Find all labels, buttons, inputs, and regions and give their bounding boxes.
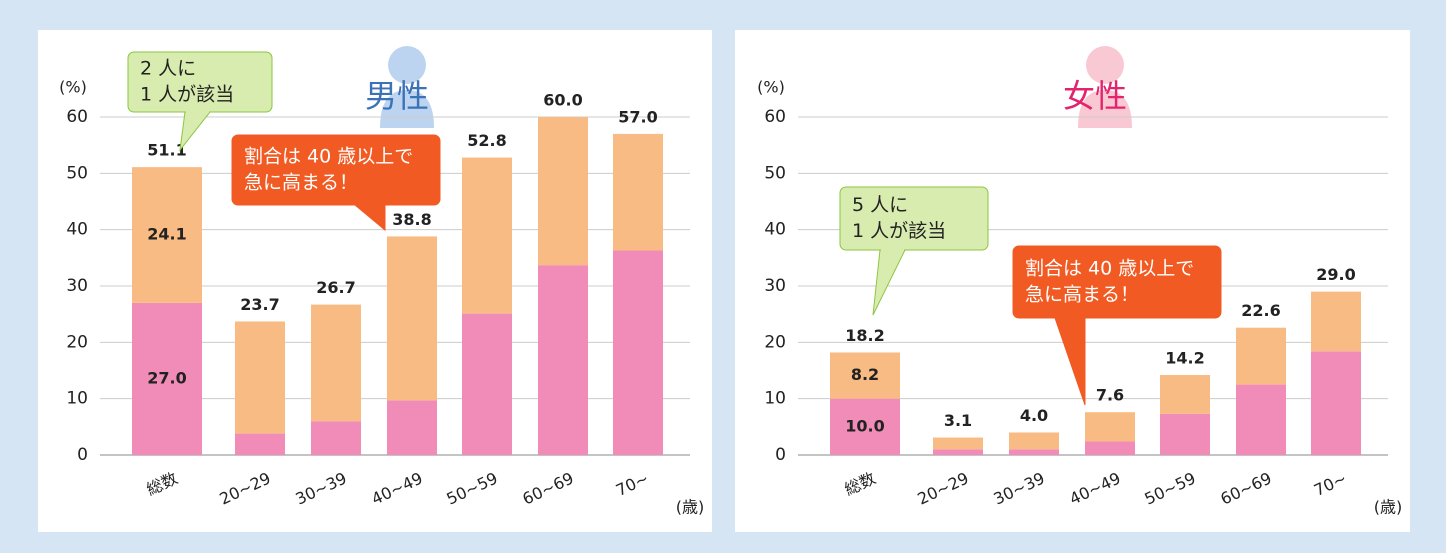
callout-text: 2 人に bbox=[140, 58, 196, 80]
bar-segment bbox=[1009, 432, 1059, 450]
bar-segment bbox=[1236, 327, 1286, 385]
total-label: 22.6 bbox=[1241, 301, 1280, 320]
y-tick-label: 20 bbox=[764, 332, 786, 352]
y-tick-label: 50 bbox=[66, 163, 88, 183]
bar-segment bbox=[933, 449, 983, 455]
total-label: 18.2 bbox=[845, 326, 884, 345]
total-label: 60.0 bbox=[543, 91, 582, 110]
bar-segment bbox=[1009, 449, 1059, 455]
total-label: 29.0 bbox=[1316, 265, 1355, 284]
callout-text: 割合は 40 歳以上で bbox=[1025, 258, 1194, 280]
y-tick-label: 30 bbox=[764, 276, 786, 296]
chart-title: 女性 bbox=[1063, 77, 1127, 115]
callout-box bbox=[839, 186, 989, 251]
bar-segment bbox=[387, 400, 437, 455]
y-tick-label: 60 bbox=[764, 107, 786, 127]
bar-segment bbox=[311, 304, 361, 422]
bar-segment bbox=[1085, 441, 1135, 455]
bar-segment bbox=[235, 433, 285, 455]
chart-title: 男性 bbox=[365, 77, 429, 115]
callout-text: 1 人が該当 bbox=[852, 220, 946, 242]
bar-segment bbox=[933, 437, 983, 450]
bar-segment bbox=[387, 236, 437, 401]
segment-label: 10.0 bbox=[845, 416, 884, 435]
x-axis-unit: (歳) bbox=[676, 498, 705, 517]
total-label: 51.1 bbox=[147, 141, 186, 160]
bar-segment bbox=[132, 167, 202, 303]
x-axis-unit: (歳) bbox=[1374, 498, 1403, 517]
callout-text: 急に高まる！ bbox=[244, 172, 358, 194]
bar-segment bbox=[462, 313, 512, 455]
segment-label: 24.1 bbox=[147, 225, 186, 244]
y-tick-label: 0 bbox=[775, 445, 786, 465]
bar-segment bbox=[538, 265, 588, 455]
total-label: 38.8 bbox=[392, 210, 431, 229]
y-axis-unit: (%) bbox=[757, 78, 785, 97]
total-label: 26.7 bbox=[316, 278, 355, 297]
y-tick-label: 40 bbox=[764, 220, 786, 240]
segment-label: 27.0 bbox=[147, 368, 186, 387]
y-tick-label: 40 bbox=[66, 220, 88, 240]
bar-segment bbox=[1311, 291, 1361, 352]
bar-segment bbox=[613, 250, 663, 455]
person-icon bbox=[1078, 46, 1132, 128]
bar-segment bbox=[613, 133, 663, 251]
y-tick-label: 60 bbox=[66, 107, 88, 127]
total-label: 52.8 bbox=[467, 131, 506, 150]
y-tick-label: 20 bbox=[66, 332, 88, 352]
person-icon bbox=[380, 46, 434, 128]
y-tick-label: 50 bbox=[764, 163, 786, 183]
y-tick-label: 10 bbox=[66, 389, 88, 409]
bar-segment bbox=[1160, 413, 1210, 455]
bar-segment bbox=[462, 157, 512, 314]
bar-segment bbox=[830, 398, 900, 455]
y-tick-label: 30 bbox=[66, 276, 88, 296]
y-tick-label: 0 bbox=[77, 445, 88, 465]
callout-text: 1 人が該当 bbox=[140, 84, 234, 106]
total-label: 4.0 bbox=[1020, 406, 1048, 425]
y-tick-label: 10 bbox=[764, 389, 786, 409]
callout-box bbox=[1012, 245, 1222, 319]
total-label: 23.7 bbox=[240, 295, 279, 314]
callout-text: 5 人に bbox=[852, 194, 908, 216]
total-label: 57.0 bbox=[618, 107, 657, 126]
bar-segment bbox=[1236, 384, 1286, 455]
segment-label: 8.2 bbox=[851, 365, 879, 384]
callout-box bbox=[231, 134, 441, 206]
total-label: 3.1 bbox=[944, 411, 972, 430]
callout-text: 割合は 40 歳以上で bbox=[244, 146, 413, 168]
bar-segment bbox=[538, 117, 588, 266]
bar-segment bbox=[1160, 375, 1210, 414]
total-label: 7.6 bbox=[1096, 386, 1124, 405]
callout-text: 急に高まる！ bbox=[1025, 284, 1139, 306]
y-axis-unit: (%) bbox=[59, 78, 87, 97]
bar-segment bbox=[1085, 412, 1135, 442]
bar-segment bbox=[830, 352, 900, 399]
bar-segment bbox=[132, 302, 202, 455]
bar-segment bbox=[1311, 351, 1361, 455]
bar-segment bbox=[311, 421, 361, 455]
total-label: 14.2 bbox=[1165, 349, 1204, 368]
bar-segment bbox=[235, 321, 285, 434]
